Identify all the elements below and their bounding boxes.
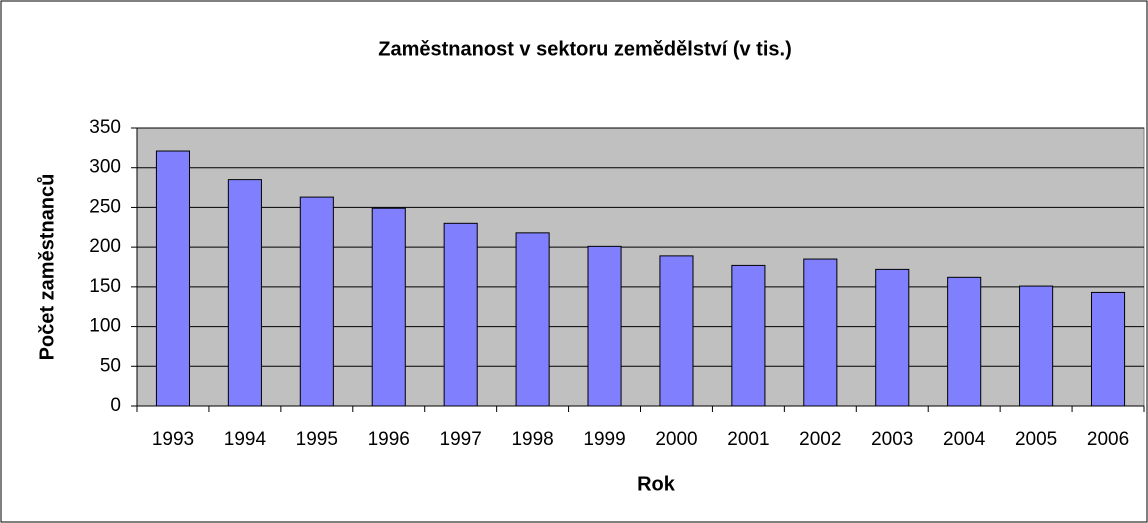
x-tick-label: 1998 (511, 429, 553, 450)
x-tick-label: 2006 (1087, 429, 1129, 450)
x-tick-label: 2001 (727, 429, 769, 450)
bar (731, 264, 766, 407)
x-tick-label: 2002 (799, 429, 841, 450)
chart-title: Zaměstnanost v sektoru zemědělství (v ti… (378, 38, 791, 60)
x-tick-label: 1994 (224, 429, 267, 450)
x-tick-label: 1993 (152, 429, 194, 450)
x-tick-label: 2000 (655, 429, 697, 450)
bar (443, 222, 478, 407)
x-tick-label: 1997 (440, 429, 482, 450)
bar (947, 276, 982, 407)
y-tick-label: 0 (110, 395, 121, 416)
y-axis-label: Počet zaměstnanců (36, 174, 58, 361)
bar (587, 245, 622, 407)
bar (371, 207, 406, 407)
bar (803, 258, 838, 407)
y-tick-label: 150 (89, 276, 121, 297)
x-axis-label: Rok (637, 473, 676, 495)
bar (155, 150, 191, 407)
y-tick-label: 300 (89, 157, 121, 178)
y-tick-label: 350 (89, 117, 121, 138)
x-tick-label: 1996 (368, 429, 410, 450)
y-tick-label: 200 (89, 236, 121, 257)
bar (227, 179, 262, 407)
bar (515, 232, 550, 407)
bar (299, 196, 334, 407)
x-tick-label: 1999 (583, 429, 625, 450)
bar (875, 268, 910, 407)
bar (659, 255, 694, 407)
y-tick-label: 250 (89, 196, 121, 217)
x-tick-label: 1995 (296, 429, 338, 450)
bar (1090, 291, 1126, 407)
x-tick-label: 2003 (871, 429, 913, 450)
plot-area (136, 127, 1145, 407)
x-tick-label: 2005 (1015, 429, 1057, 450)
y-tick-label: 100 (89, 316, 121, 337)
bar (1019, 285, 1054, 407)
y-tick-label: 50 (100, 355, 121, 376)
x-tick-label: 2004 (943, 429, 986, 450)
